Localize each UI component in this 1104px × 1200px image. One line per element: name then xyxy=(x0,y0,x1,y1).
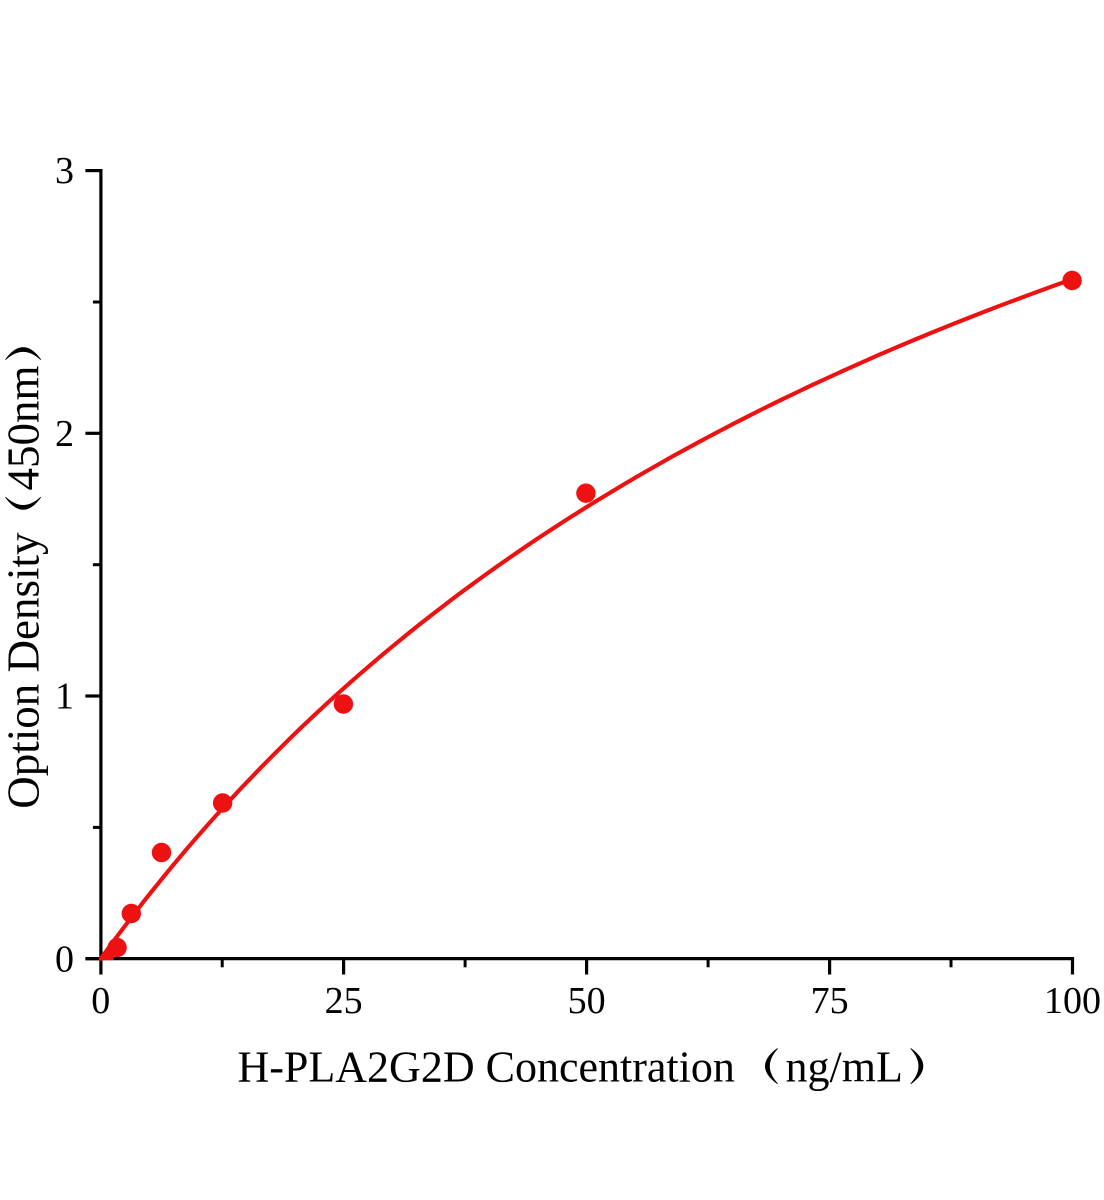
svg-text:50: 50 xyxy=(568,980,606,1022)
svg-text:75: 75 xyxy=(811,980,849,1022)
svg-text:2: 2 xyxy=(55,413,74,455)
svg-text:450nm: 450nm xyxy=(0,365,49,490)
svg-text:H-PLA2G2D Concentration: H-PLA2G2D Concentration xyxy=(238,1043,735,1092)
svg-text:Option Density: Option Density xyxy=(0,532,49,809)
svg-text:25: 25 xyxy=(325,980,363,1022)
svg-text:1: 1 xyxy=(55,676,74,718)
svg-text:100: 100 xyxy=(1044,980,1101,1022)
svg-text:3: 3 xyxy=(55,150,74,192)
svg-text:0: 0 xyxy=(91,980,110,1022)
svg-text:0: 0 xyxy=(55,938,74,980)
svg-text:ng/mL: ng/mL xyxy=(786,1043,903,1092)
